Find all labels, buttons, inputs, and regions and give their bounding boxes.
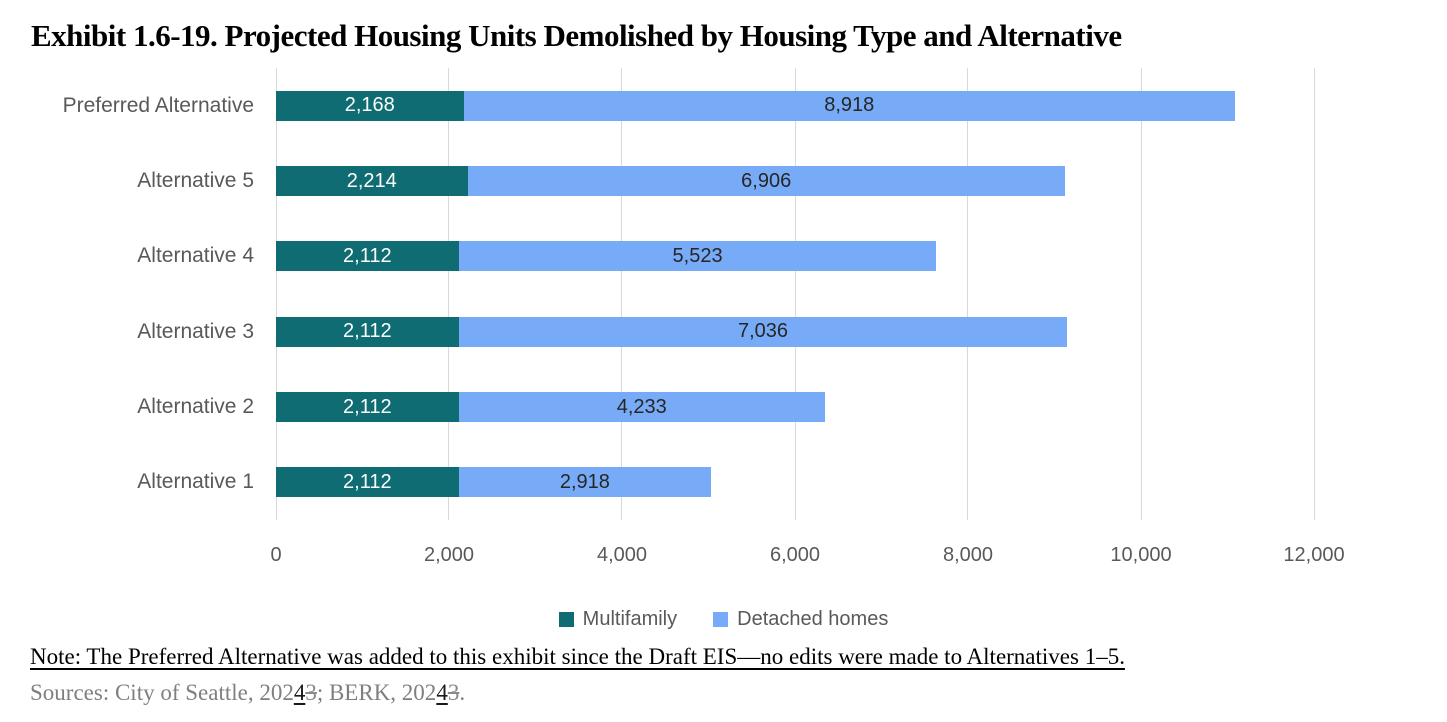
category-label: Preferred Alternative xyxy=(62,93,254,117)
bar-value-label: 2,112 xyxy=(343,395,392,418)
chart-legend: Multifamily Detached homes xyxy=(0,608,1447,631)
category-label: Alternative 3 xyxy=(137,319,254,343)
tracked-deletion: 3 xyxy=(447,680,460,705)
bar-segment-multifamily: 2,168 xyxy=(276,90,464,121)
bar-segment-detached-homes: 4,233 xyxy=(458,392,825,422)
category-label: Alternative 5 xyxy=(137,168,254,192)
gridline xyxy=(794,68,796,520)
tracked-insertion: 4 xyxy=(436,680,448,705)
bar-value-label: 2,918 xyxy=(559,470,610,493)
bar-row: 2,168 8,918 xyxy=(276,90,1314,121)
legend-label: Detached homes xyxy=(737,608,889,630)
category-label: Alternative 4 xyxy=(137,244,254,268)
bar-segment-multifamily: 2,112 xyxy=(276,241,459,272)
bar-value-label: 7,036 xyxy=(737,320,789,343)
x-tick-label: 12,000 xyxy=(1283,544,1345,566)
sources-suffix: . xyxy=(459,680,466,705)
tracked-insertion: 4 xyxy=(293,680,306,705)
sources-prefix: Sources: City of Seattle, 202 xyxy=(30,680,294,705)
bar-row: 2,214 6,906 xyxy=(276,166,1314,196)
gridline xyxy=(621,68,623,520)
bar-segment-detached-homes: 6,906 xyxy=(467,166,1065,196)
category-label: Alternative 1 xyxy=(137,470,254,494)
x-tick-label: 2,000 xyxy=(423,544,475,566)
plot-area: 2,168 8,918 2,214 6,906 2,112 5,523 2,112 7,036… xyxy=(275,68,1315,520)
bar-segment-multifamily: 2,214 xyxy=(276,166,468,196)
sources-line: Sources: City of Seattle, 20243; BERK, 2… xyxy=(30,680,465,706)
note-text: Note: The Preferred Alternative was adde… xyxy=(30,644,1125,669)
x-tick-label: 6,000 xyxy=(769,544,821,566)
gridline xyxy=(967,68,969,520)
legend-swatch-icon xyxy=(713,612,729,627)
x-tick-label: 4,000 xyxy=(596,544,648,566)
bar-value-label: 2,112 xyxy=(343,320,392,343)
legend-item-multifamily: Multifamily xyxy=(558,608,678,631)
category-label: Alternative 2 xyxy=(137,394,254,418)
gridline xyxy=(1313,68,1315,520)
bar-segment-multifamily: 2,112 xyxy=(276,467,459,498)
x-tick-label: 8,000 xyxy=(942,544,994,566)
x-tick-label: 10,000 xyxy=(1110,544,1172,566)
bar-value-label: 2,112 xyxy=(343,470,392,493)
bar-value-label: 5,523 xyxy=(672,244,723,267)
bar-segment-detached-homes: 2,918 xyxy=(458,467,712,498)
gridline xyxy=(448,68,450,520)
tracked-deletion: 3 xyxy=(305,680,317,705)
bar-row: 2,112 2,918 xyxy=(276,467,1314,498)
bar-value-label: 2,168 xyxy=(344,94,395,117)
bar-segment-detached-homes: 8,918 xyxy=(463,90,1235,121)
bar-segment-multifamily: 2,112 xyxy=(276,392,459,422)
gridline xyxy=(1140,68,1142,520)
legend-label: Multifamily xyxy=(582,608,678,630)
bar-segment-detached-homes: 7,036 xyxy=(458,316,1068,347)
x-tick-label: 0 xyxy=(270,544,282,566)
bar-value-label: 4,233 xyxy=(616,395,667,418)
legend-swatch-icon xyxy=(558,612,574,627)
sources-middle: ; BERK, 202 xyxy=(316,680,437,705)
bar-value-label: 6,906 xyxy=(741,169,792,192)
bar-value-label: 2,112 xyxy=(343,244,392,267)
bar-row: 2,112 4,233 xyxy=(276,392,1314,422)
bar-row: 2,112 5,523 xyxy=(276,241,1314,272)
bar-segment-multifamily: 2,112 xyxy=(276,316,459,347)
bar-value-label: 8,918 xyxy=(824,94,875,117)
gridline xyxy=(275,68,277,520)
bar-row: 2,112 7,036 xyxy=(276,316,1314,347)
bar-segment-detached-homes: 5,523 xyxy=(458,241,937,272)
chart-title: Exhibit 1.6-19. Projected Housing Units … xyxy=(31,18,1122,53)
bar-value-label: 2,214 xyxy=(346,169,397,192)
legend-item-detached-homes: Detached homes xyxy=(713,608,888,631)
